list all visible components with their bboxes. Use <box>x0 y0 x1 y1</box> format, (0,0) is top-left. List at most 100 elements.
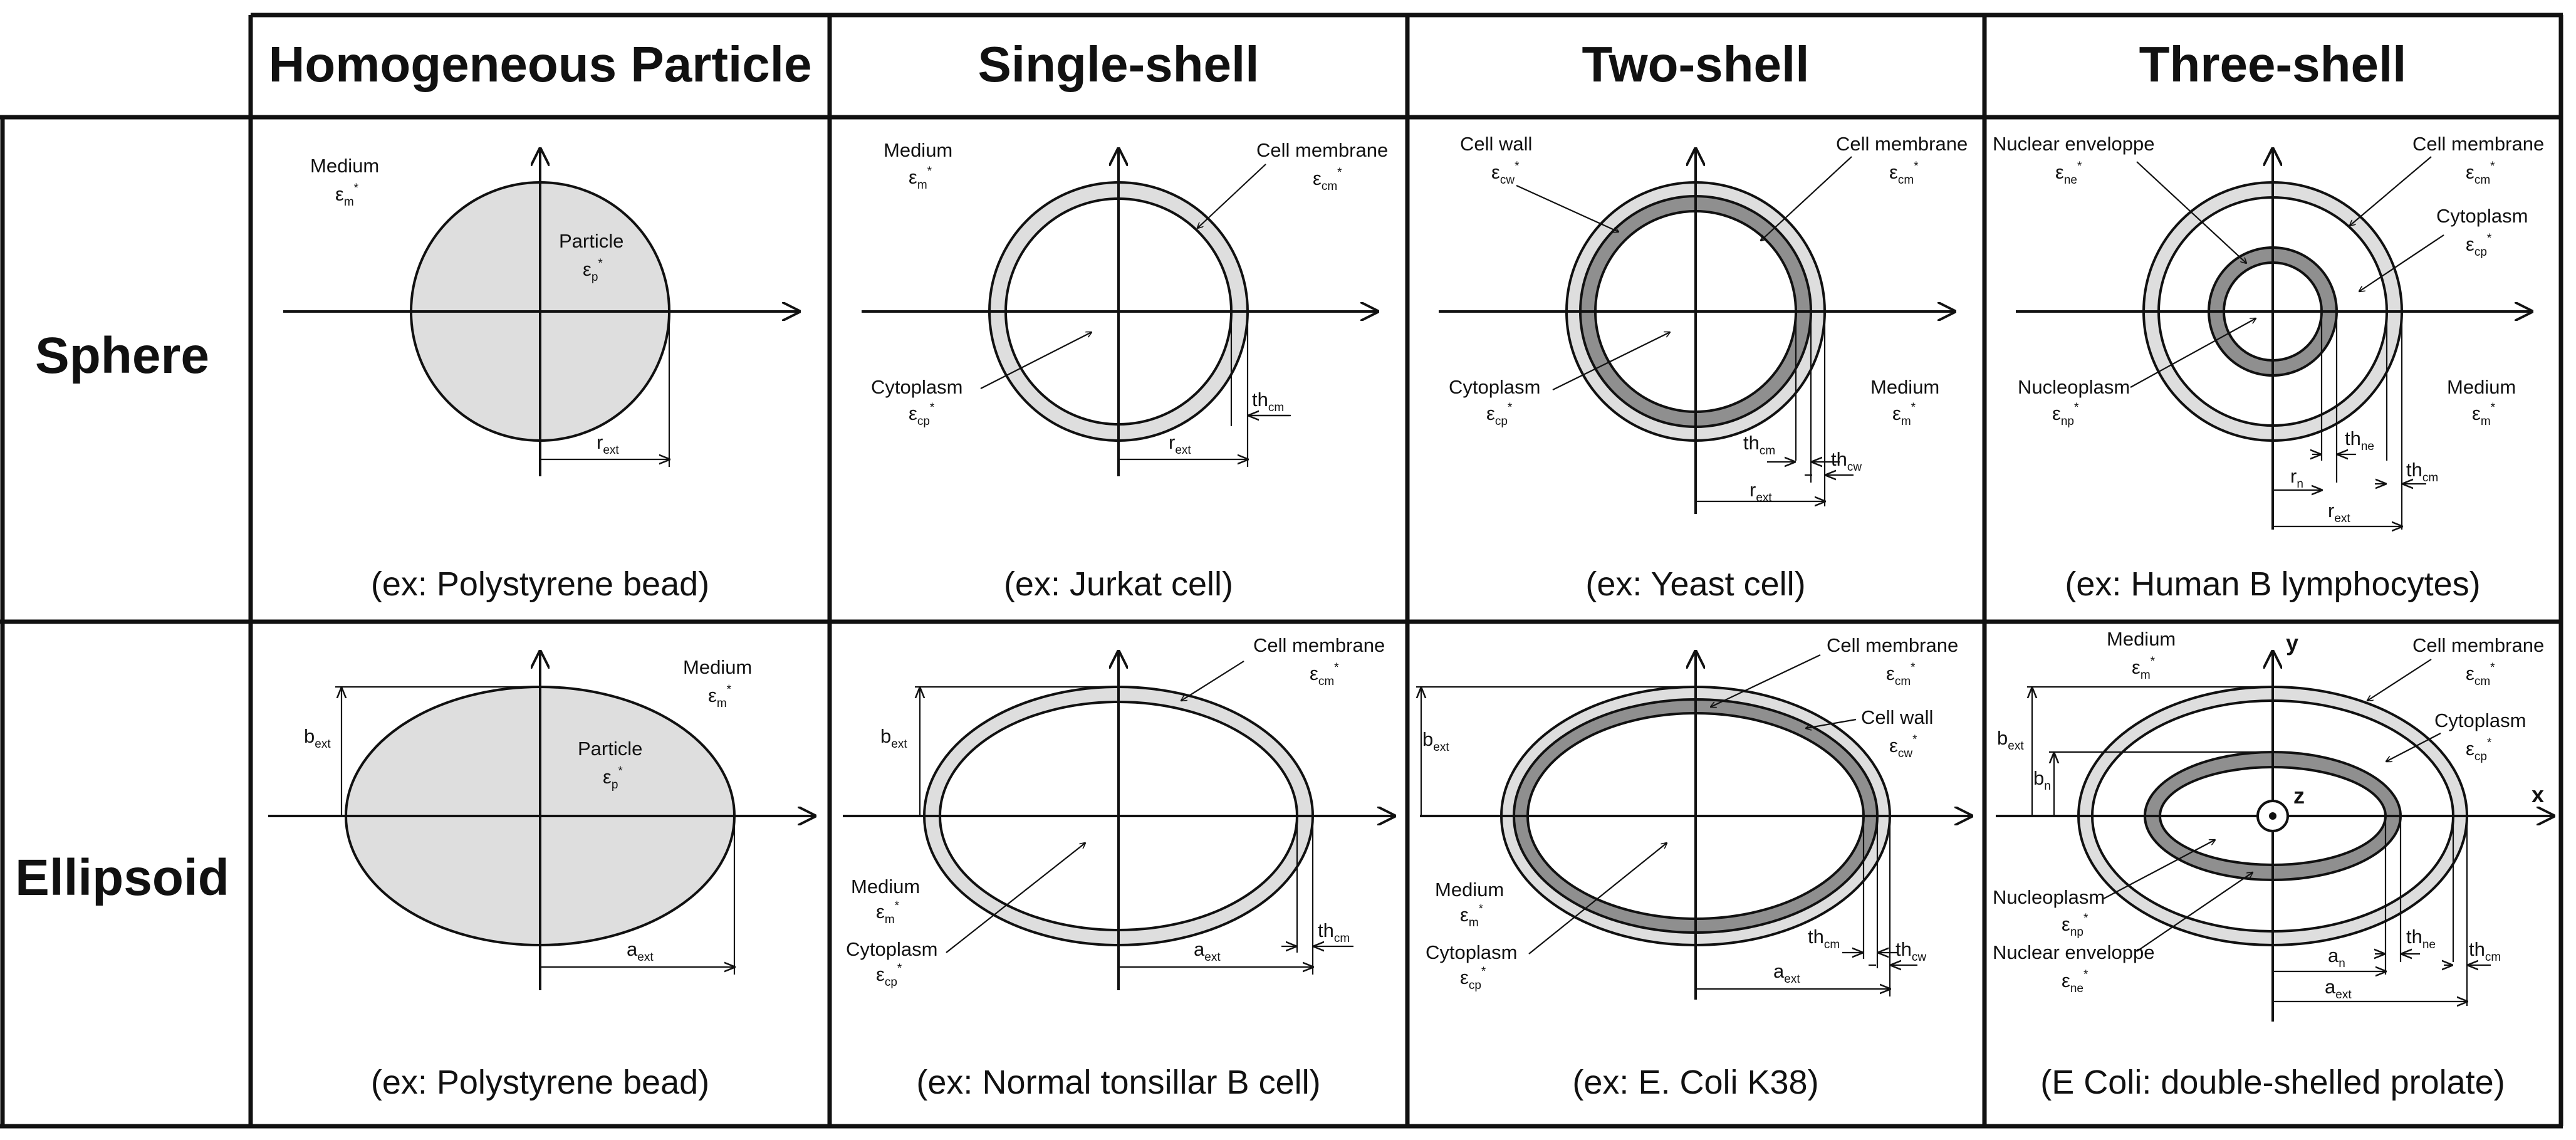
svg-text:εp*: εp* <box>603 765 623 792</box>
svg-text:Cell membrane: Cell membrane <box>1836 133 1968 155</box>
svg-text:aext: aext <box>1773 960 1800 986</box>
svg-text:Cell membrane: Cell membrane <box>2412 133 2544 155</box>
svg-text:rn: rn <box>2290 465 2303 491</box>
y-axis-label: y <box>2286 630 2298 656</box>
svg-text:Nuclear enveloppe: Nuclear enveloppe <box>1993 133 2155 155</box>
svg-text:Cytoplasm: Cytoplasm <box>1449 376 1540 398</box>
ellipsoid-two-shell-diagram: aext thcm thcw bext Cell membrane εcm* C… <box>1416 634 1971 1000</box>
svg-text:εne*: εne* <box>2055 160 2082 187</box>
svg-text:Nucleoplasm: Nucleoplasm <box>2018 376 2130 398</box>
svg-text:thcm: thcm <box>1252 389 1284 414</box>
svg-text:εcm*: εcm* <box>1310 661 1339 688</box>
svg-text:thcm: thcm <box>1808 926 1840 951</box>
svg-text:εcw*: εcw* <box>1889 733 1917 760</box>
svg-text:εcm*: εcm* <box>1889 160 1919 187</box>
svg-text:an: an <box>2328 944 2345 970</box>
svg-text:Nucleoplasm: Nucleoplasm <box>1993 886 2105 908</box>
svg-text:aext: aext <box>627 938 654 964</box>
svg-text:rext: rext <box>2328 499 2350 525</box>
svg-text:εcm*: εcm* <box>2466 661 2495 688</box>
svg-text:εcp*: εcp* <box>909 401 935 428</box>
svg-text:aext: aext <box>1194 938 1221 964</box>
svg-text:εm*: εm* <box>2132 655 2156 682</box>
svg-text:bext: bext <box>880 725 907 751</box>
svg-text:rext: rext <box>1749 479 1772 505</box>
svg-text:Medium: Medium <box>1870 376 1939 398</box>
caption-ellipsoid-three-shell: (E Coli: double-shelled prolate) <box>2040 1064 2505 1101</box>
svg-text:thne: thne <box>2345 427 2374 453</box>
svg-text:Cell wall: Cell wall <box>1861 706 1933 728</box>
svg-text:thcw: thcw <box>1895 938 1926 964</box>
svg-text:Cell membrane: Cell membrane <box>1253 634 1385 656</box>
svg-text:Cytoplasm: Cytoplasm <box>2436 205 2528 227</box>
svg-text:εm*: εm* <box>335 182 359 209</box>
svg-text:Medium: Medium <box>1435 879 1504 901</box>
svg-text:rext: rext <box>1169 431 1191 457</box>
sphere-single-shell-diagram: rext thcm Medium εm* Cell membrane εcm* … <box>862 139 1388 476</box>
svg-text:Medium: Medium <box>683 656 752 678</box>
svg-text:bn: bn <box>2033 767 2051 793</box>
svg-text:Cytoplasm: Cytoplasm <box>846 938 937 960</box>
caption-sphere-three-shell: (ex: Human B lymphocytes) <box>2065 565 2480 603</box>
svg-text:εcp*: εcp* <box>1486 401 1513 428</box>
svg-text:bext: bext <box>1997 727 2024 753</box>
svg-text:εnp*: εnp* <box>2062 912 2088 939</box>
svg-text:aext: aext <box>2325 976 2352 1001</box>
caption-ellipsoid-homogeneous: (ex: Polystyrene bead) <box>371 1064 709 1101</box>
svg-text:Cell membrane: Cell membrane <box>2412 634 2544 656</box>
ellipsoid-three-shell-diagram: y x z an aext thne thcm bext bn Medium ε… <box>1993 628 2553 1022</box>
svg-text:thcm: thcm <box>2406 459 2438 484</box>
svg-text:εcm*: εcm* <box>2466 160 2495 187</box>
particle-label: Particle <box>559 230 623 252</box>
column-header-single-shell: Single-shell <box>978 36 1259 92</box>
svg-text:εcm*: εcm* <box>1886 661 1916 688</box>
svg-text:Medium: Medium <box>851 876 920 897</box>
svg-text:thcm: thcm <box>1318 919 1350 945</box>
caption-ellipsoid-single-shell: (ex: Normal tonsillar B cell) <box>916 1064 1320 1101</box>
caption-sphere-homogeneous: (ex: Polystyrene bead) <box>371 565 709 603</box>
svg-text:εcp*: εcp* <box>2466 232 2492 259</box>
svg-text:rext: rext <box>597 431 619 457</box>
sphere-two-shell-diagram: rext thcm thcw Cell wall εcw* Cell membr… <box>1439 133 1968 514</box>
svg-text:thcm: thcm <box>1743 432 1775 458</box>
svg-text:εcp*: εcp* <box>876 962 902 989</box>
svg-text:bext: bext <box>304 725 331 751</box>
row-header-sphere: Sphere <box>35 327 209 384</box>
svg-text:Cytoplasm: Cytoplasm <box>2434 709 2526 731</box>
svg-text:Nuclear enveloppe: Nuclear enveloppe <box>1993 941 2155 963</box>
svg-text:Cytoplasm: Cytoplasm <box>871 376 962 398</box>
svg-text:εp*: εp* <box>583 257 603 284</box>
svg-text:bext: bext <box>1422 728 1449 754</box>
ellipsoid-single-shell-diagram: aext thcm bext Cell membrane εcm* Medium… <box>843 634 1394 990</box>
svg-text:Cytoplasm: Cytoplasm <box>1426 941 1517 963</box>
svg-text:εnp*: εnp* <box>2052 401 2079 428</box>
svg-text:εcm*: εcm* <box>1313 166 1342 193</box>
medium-label: Medium <box>310 155 379 177</box>
svg-text:εm*: εm* <box>876 899 900 926</box>
svg-text:Medium: Medium <box>2107 628 2176 650</box>
row-header-ellipsoid: Ellipsoid <box>15 849 229 906</box>
caption-sphere-single-shell: (ex: Jurkat cell) <box>1004 565 1233 603</box>
svg-text:εcp*: εcp* <box>1460 965 1486 992</box>
svg-text:εcw*: εcw* <box>1491 160 1520 187</box>
column-header-three-shell: Three-shell <box>2139 36 2407 92</box>
svg-text:Cell wall: Cell wall <box>1460 133 1532 155</box>
svg-text:Cell membrane: Cell membrane <box>1827 634 1958 656</box>
svg-text:Cell membrane: Cell membrane <box>1256 139 1388 161</box>
sphere-homogeneous-diagram: rext Medium εm* Particle εp* <box>283 149 799 476</box>
ellipsoid-homogeneous-diagram: aext bext Medium εm* Particle εp* <box>268 652 815 990</box>
svg-text:thcm: thcm <box>2469 938 2501 964</box>
svg-text:εm*: εm* <box>1892 401 1916 428</box>
svg-text:thne: thne <box>2406 926 2436 951</box>
caption-ellipsoid-two-shell: (ex: E. Coli K38) <box>1572 1064 1818 1101</box>
svg-text:Medium: Medium <box>2447 376 2516 398</box>
svg-text:εne*: εne* <box>2062 968 2088 995</box>
svg-text:εm*: εm* <box>1460 902 1484 929</box>
svg-text:Particle: Particle <box>578 738 642 760</box>
svg-text:εm*: εm* <box>708 683 732 710</box>
z-axis-label: z <box>2293 783 2305 808</box>
svg-text:εm*: εm* <box>909 165 932 192</box>
table-grid <box>0 13 2563 1129</box>
sphere-three-shell-diagram: rn rext thne thcm Nuclear enveloppe εne*… <box>1993 133 2544 530</box>
